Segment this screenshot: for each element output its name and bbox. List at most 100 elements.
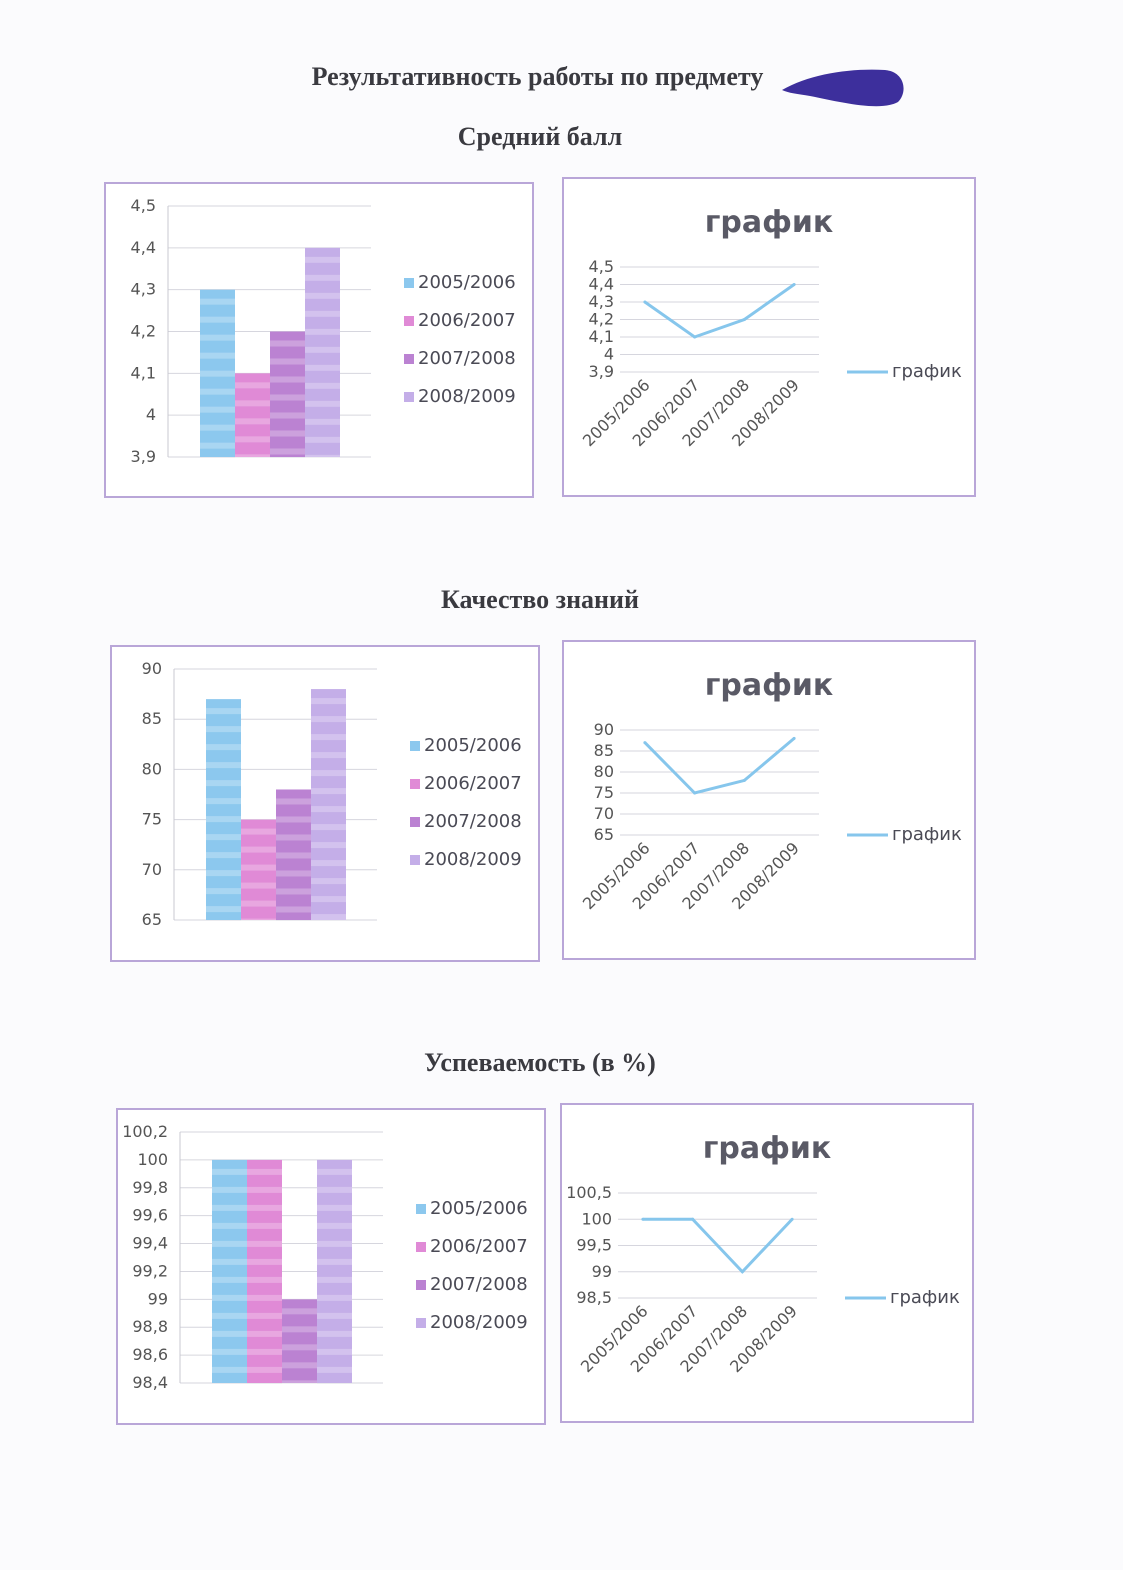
bar-chart-svg: 98,4 98,6 98,8 99 99,2 99,4 99,6 99,8 100 100,2 20… bbox=[122, 1122, 528, 1392]
bar-stripe bbox=[200, 388, 235, 395]
bar-stripe bbox=[305, 436, 340, 443]
bar-stripe bbox=[247, 1294, 282, 1301]
bar-stripe bbox=[206, 870, 241, 877]
section-title-performance: Успеваемость (в %) bbox=[424, 1048, 656, 1077]
y-tick-label: 4,5 bbox=[589, 257, 614, 276]
page-title: Результативность работы по предмету bbox=[311, 62, 764, 91]
legend-swatch-2008/2009 bbox=[416, 1318, 426, 1328]
y-tick-label: 98,4 bbox=[132, 1373, 168, 1392]
bar-stripe bbox=[282, 1362, 317, 1369]
bar-stripe bbox=[276, 870, 311, 877]
performance-bar-chart: 98,4 98,6 98,8 99 99,2 99,4 99,6 99,8 100 100,2 20… bbox=[116, 1108, 546, 1425]
bar-chart-svg: 3,9 4 4,1 4,2 4,3 4,4 4,5 2005/2006 2006/2007 200… bbox=[131, 196, 516, 466]
bar-stripe bbox=[212, 1186, 247, 1193]
bar-stripe bbox=[305, 328, 340, 335]
data-point bbox=[792, 283, 796, 286]
bar-stripe bbox=[276, 798, 311, 805]
bar-stripe bbox=[305, 400, 340, 407]
data-point bbox=[693, 791, 697, 795]
avg-score-bar-chart: 3,9 4 4,1 4,2 4,3 4,4 4,5 2005/2006 2006/2007 200… bbox=[104, 182, 534, 498]
legend-label-2006/2007: 2006/2007 bbox=[418, 310, 516, 331]
bar-stripe bbox=[235, 436, 270, 443]
legend-label-2006/2007: 2006/2007 bbox=[424, 773, 522, 794]
bar-stripe bbox=[212, 1294, 247, 1301]
bar-stripe bbox=[212, 1168, 247, 1175]
bar-stripe bbox=[276, 852, 311, 859]
bar-stripe bbox=[305, 256, 340, 263]
y-tick-label: 4 bbox=[604, 345, 614, 364]
y-tick-label: 4,2 bbox=[131, 322, 156, 341]
y-tick-label: 99,2 bbox=[132, 1261, 168, 1280]
bar-stripe bbox=[276, 906, 311, 913]
y-tick-label: 70 bbox=[142, 860, 162, 879]
bar-stripe bbox=[206, 834, 241, 841]
bar-stripe bbox=[200, 424, 235, 431]
data-point bbox=[792, 736, 796, 740]
bar-chart-svg: 65 70 75 80 85 90 2005/2006 2006/2007 2007/2008 2… bbox=[142, 659, 522, 929]
bar-stripe bbox=[276, 834, 311, 841]
bar-stripe bbox=[206, 906, 241, 913]
y-tick-label: 70 bbox=[594, 804, 614, 823]
bar-stripe bbox=[206, 852, 241, 859]
bar-stripe bbox=[212, 1240, 247, 1247]
y-tick-label: 98,5 bbox=[576, 1288, 612, 1307]
y-tick-label: 99,6 bbox=[132, 1206, 168, 1225]
line-chart-svg: график3,944,14,24,34,44,52005/20062006/2… bbox=[579, 205, 962, 450]
y-tick-label: 80 bbox=[594, 762, 614, 781]
series-line-график bbox=[643, 737, 796, 795]
line-chart-svg: график98,59999,5100100,52005/20062006/20… bbox=[566, 1131, 960, 1376]
bar-stripe bbox=[206, 744, 241, 751]
bar-stripe bbox=[311, 716, 346, 723]
ink-blot bbox=[782, 69, 904, 107]
legend-label-2008/2009: 2008/2009 bbox=[430, 1312, 528, 1333]
bar-stripe bbox=[206, 708, 241, 715]
y-tick-label: 100,2 bbox=[122, 1122, 168, 1141]
y-tick-label: 4,3 bbox=[131, 280, 156, 299]
bar-stripe bbox=[276, 816, 311, 823]
bar-stripe bbox=[247, 1366, 282, 1373]
bar-stripe bbox=[317, 1222, 352, 1229]
y-tick-label: 98,8 bbox=[132, 1317, 168, 1336]
legend-label-2007/2008: 2007/2008 bbox=[430, 1274, 528, 1295]
y-tick-label: 99,4 bbox=[132, 1234, 168, 1253]
y-tick-label: 85 bbox=[594, 741, 614, 760]
bar-stripe bbox=[200, 352, 235, 359]
bar-2006/2007 bbox=[247, 1159, 282, 1383]
bar-stripe bbox=[270, 358, 305, 365]
bar-stripe bbox=[270, 448, 305, 455]
y-tick-label: 100,5 bbox=[566, 1183, 612, 1202]
bar-stripe bbox=[206, 762, 241, 769]
y-tick-label: 65 bbox=[142, 910, 162, 929]
y-tick-label: 100 bbox=[581, 1209, 612, 1228]
legend-swatch-2007/2008 bbox=[410, 817, 420, 827]
bar-2008/2009 bbox=[305, 247, 340, 457]
legend-swatch-2005/2006 bbox=[416, 1204, 426, 1214]
bar-stripe bbox=[311, 698, 346, 705]
bar-stripe bbox=[212, 1222, 247, 1229]
bar-2007/2008 bbox=[282, 1299, 317, 1383]
bar-stripe bbox=[235, 454, 270, 461]
bar-stripe bbox=[282, 1308, 317, 1315]
bar-stripe bbox=[305, 454, 340, 461]
bar-stripe bbox=[305, 418, 340, 425]
chart-title: график bbox=[705, 668, 834, 703]
bar-stripe bbox=[311, 860, 346, 867]
bar-stripe bbox=[200, 298, 235, 305]
bar-stripe bbox=[206, 726, 241, 733]
y-tick-label: 99 bbox=[148, 1289, 168, 1308]
y-tick-label: 100 bbox=[137, 1150, 168, 1169]
legend-label: график bbox=[890, 1287, 960, 1308]
bar-stripe bbox=[270, 412, 305, 419]
bar-stripe bbox=[206, 780, 241, 787]
legend-swatch-2008/2009 bbox=[410, 855, 420, 865]
bar-stripe bbox=[212, 1276, 247, 1283]
y-tick-label: 99 bbox=[592, 1262, 612, 1281]
bar-stripe bbox=[247, 1186, 282, 1193]
legend-label-2005/2006: 2005/2006 bbox=[430, 1198, 528, 1219]
bar-stripe bbox=[311, 752, 346, 759]
avg-score-line-chart: график 3,9 4 4,1 4,2 4,3 4,4 4,5 2005/2006 2006/2… bbox=[562, 177, 976, 497]
legend-label: график bbox=[892, 824, 962, 845]
section-title-quality: Качество знаний bbox=[440, 585, 640, 614]
bar-stripe bbox=[212, 1204, 247, 1211]
bar-stripe bbox=[247, 1330, 282, 1337]
